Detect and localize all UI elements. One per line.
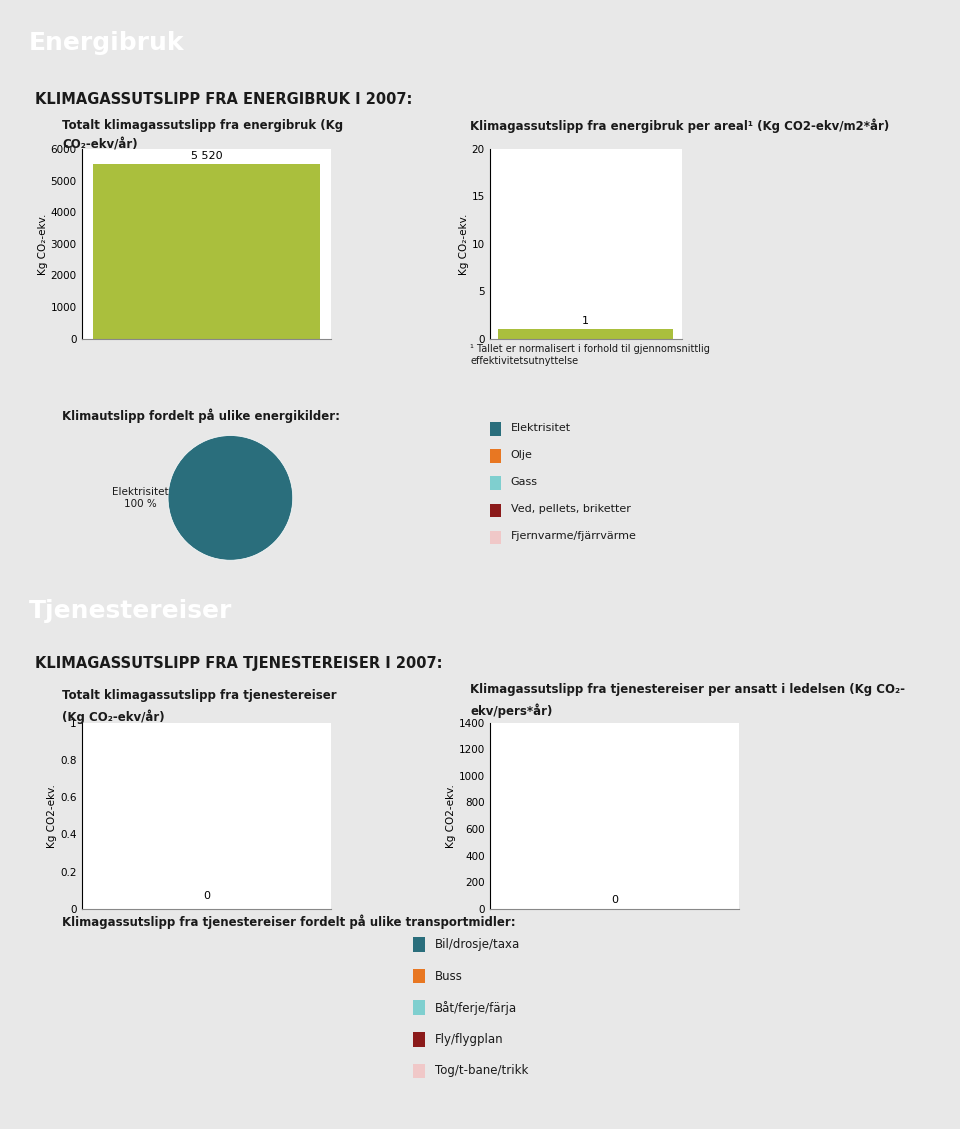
Text: Buss: Buss <box>435 970 463 982</box>
Text: Tjenestereiser: Tjenestereiser <box>29 599 231 623</box>
Y-axis label: Kg CO2-ekv.: Kg CO2-ekv. <box>445 784 456 848</box>
Text: Båt/ferje/färja: Båt/ferje/färja <box>435 1000 517 1015</box>
Text: CO₂-ekv/år): CO₂-ekv/år) <box>62 139 138 152</box>
Text: Gass: Gass <box>511 478 538 487</box>
Y-axis label: Kg CO₂-ekv.: Kg CO₂-ekv. <box>459 213 468 274</box>
Wedge shape <box>168 436 293 560</box>
Y-axis label: Kg CO2-ekv.: Kg CO2-ekv. <box>47 784 58 848</box>
Text: KLIMAGASSUTSLIPP FRA ENERGIBRUK I 2007:: KLIMAGASSUTSLIPP FRA ENERGIBRUK I 2007: <box>35 93 412 107</box>
Text: Fly/flygplan: Fly/flygplan <box>435 1033 503 1045</box>
Text: 1: 1 <box>582 316 589 326</box>
Text: 0: 0 <box>611 895 618 905</box>
Text: Ved, pellets, briketter: Ved, pellets, briketter <box>511 505 631 514</box>
Text: Totalt klimagassutslipp fra energibruk (Kg: Totalt klimagassutslipp fra energibruk (… <box>62 119 344 132</box>
Text: Fjernvarme/fjärrvärme: Fjernvarme/fjärrvärme <box>511 532 636 541</box>
Text: Elektrisitet
100 %: Elektrisitet 100 % <box>111 487 168 509</box>
Text: KLIMAGASSUTSLIPP FRA TJENESTEREISER I 2007:: KLIMAGASSUTSLIPP FRA TJENESTEREISER I 20… <box>35 656 443 671</box>
Text: Tog/t-bane/trikk: Tog/t-bane/trikk <box>435 1065 528 1077</box>
Text: Elektrisitet: Elektrisitet <box>511 423 571 432</box>
Y-axis label: Kg CO₂-ekv.: Kg CO₂-ekv. <box>37 213 48 274</box>
Text: Klimagassutslipp fra tjenestereiser fordelt på ulike transportmidler:: Klimagassutslipp fra tjenestereiser ford… <box>62 914 516 929</box>
Text: Klimautslipp fordelt på ulike energikilder:: Klimautslipp fordelt på ulike energikild… <box>62 409 341 423</box>
Text: ekv/pers*år): ekv/pers*år) <box>470 703 553 718</box>
Text: Energibruk: Energibruk <box>29 30 184 55</box>
Text: 0: 0 <box>203 892 210 901</box>
Text: ¹ Tallet er normalisert i forhold til gjennomsnittlig
effektivitetsutnyttelse: ¹ Tallet er normalisert i forhold til gj… <box>470 344 710 366</box>
Text: Klimagassutslipp fra energibruk per areal¹ (Kg CO2-ekv/m2*år): Klimagassutslipp fra energibruk per area… <box>470 119 890 133</box>
Text: (Kg CO₂-ekv/år): (Kg CO₂-ekv/år) <box>62 709 165 724</box>
Text: Bil/drosje/taxa: Bil/drosje/taxa <box>435 938 520 951</box>
Bar <box>498 330 673 339</box>
Text: Klimagassutslipp fra tjenestereiser per ansatt i ledelsen (Kg CO₂-: Klimagassutslipp fra tjenestereiser per … <box>470 683 905 697</box>
Text: 5 520: 5 520 <box>191 151 222 161</box>
Text: Olje: Olje <box>511 450 533 460</box>
Text: Totalt klimagassutslipp fra tjenestereiser: Totalt klimagassutslipp fra tjenestereis… <box>62 689 337 702</box>
